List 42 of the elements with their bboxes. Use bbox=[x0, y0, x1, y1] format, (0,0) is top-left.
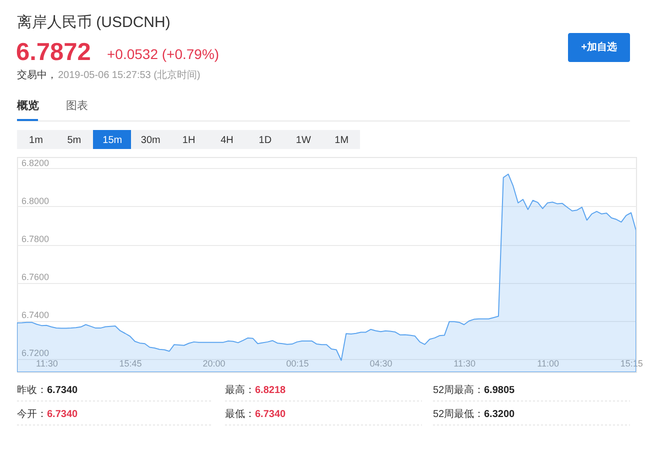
text: 15m bbox=[102, 135, 122, 146]
text: 4H bbox=[220, 135, 234, 146]
text: 6.7340 bbox=[47, 385, 78, 396]
text: 6.7872 bbox=[16, 39, 91, 66]
text: 1M bbox=[334, 135, 349, 146]
x-tick-label: 00:15 bbox=[286, 358, 309, 368]
x-tick-label: 04:30 bbox=[370, 358, 392, 368]
x-tick-label: 11:30 bbox=[454, 358, 476, 368]
text: 图表 bbox=[66, 99, 88, 112]
y-tick-label: 6.7800 bbox=[22, 234, 50, 244]
text: +0.0532 (+0.79%) bbox=[107, 46, 220, 62]
text: 1H bbox=[182, 135, 196, 146]
text: 今开： bbox=[17, 408, 47, 420]
y-tick-label: 6.7400 bbox=[22, 310, 50, 320]
text: 5m bbox=[67, 135, 82, 146]
text: 6.7340 bbox=[255, 409, 286, 420]
x-tick-label: 15:45 bbox=[119, 358, 142, 368]
text: 最低： bbox=[225, 409, 255, 420]
text: 昨收： bbox=[17, 384, 47, 396]
text: 最高： bbox=[225, 384, 255, 396]
y-tick-label: 6.8000 bbox=[22, 196, 50, 206]
text: 交易中， bbox=[17, 69, 57, 81]
x-tick-label: 11:00 bbox=[537, 358, 559, 368]
y-tick-label: 6.8200 bbox=[22, 158, 50, 168]
text: 52周最低： bbox=[433, 409, 484, 420]
text: 概览 bbox=[16, 99, 39, 112]
text: 1W bbox=[296, 135, 312, 146]
text: 1m bbox=[29, 135, 43, 146]
y-tick-label: 6.7600 bbox=[22, 272, 50, 282]
chart-title: 离岸人民币 (USDCNH) bbox=[17, 14, 170, 31]
text: +加自选 bbox=[581, 41, 617, 53]
x-tick-label: 20:00 bbox=[202, 358, 226, 368]
y-tick-label: 6.7200 bbox=[22, 348, 50, 358]
text: 30m bbox=[140, 135, 160, 146]
text: 6.9805 bbox=[484, 385, 516, 396]
text: 1D bbox=[258, 135, 272, 146]
text: 2019-05-06 15:27:53 (北京时间) bbox=[58, 69, 200, 81]
text: 52周最高： bbox=[433, 384, 484, 396]
text: 6.3200 bbox=[484, 409, 516, 420]
x-tick-label: 11:30 bbox=[36, 358, 58, 368]
text: 6.7340 bbox=[47, 409, 78, 420]
text: 6.8218 bbox=[255, 385, 286, 396]
